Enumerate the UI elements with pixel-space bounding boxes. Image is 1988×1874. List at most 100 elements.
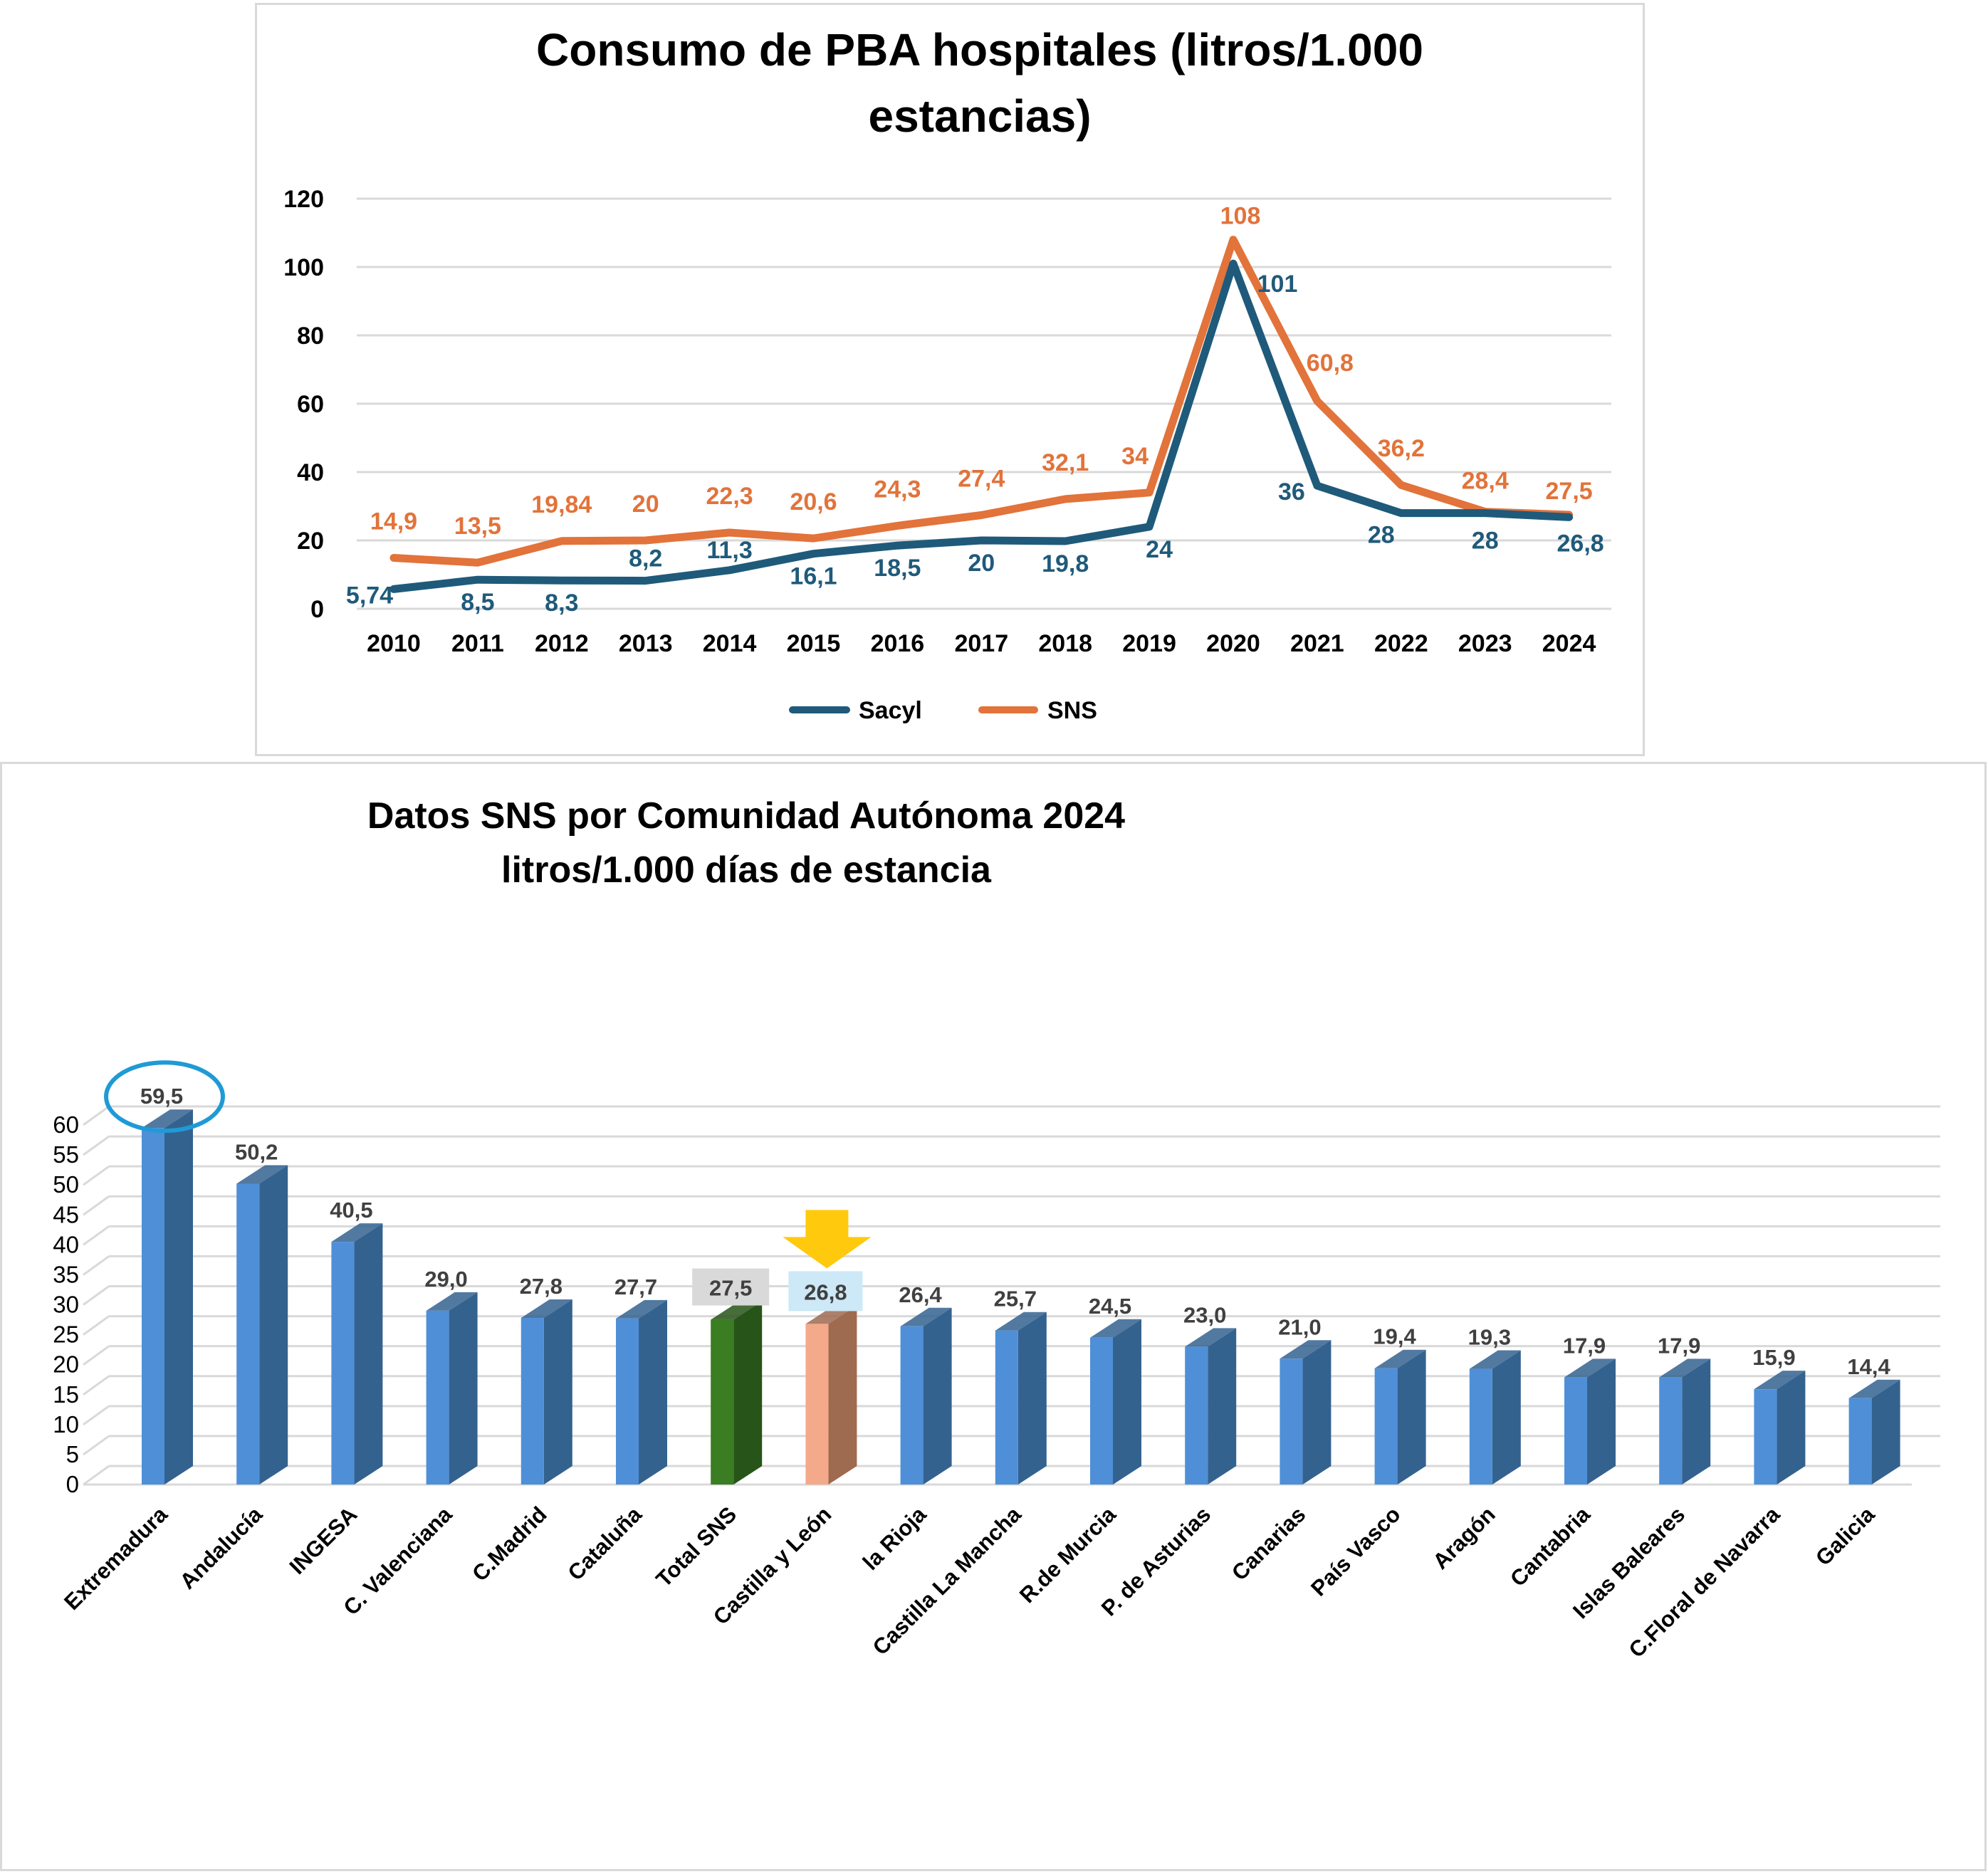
gridline-depth — [83, 1255, 110, 1276]
bar-top — [900, 1307, 952, 1326]
bar-c-valenciana — [426, 1292, 478, 1485]
bar-front — [1374, 1368, 1398, 1485]
y-tick-label: 45 — [53, 1201, 79, 1227]
bar-chart-panel: Datos SNS por Comunidad Autónoma 2024 li… — [0, 762, 1987, 1871]
bar-chart-y-axis: 0 5 10 15 20 25 30 35 40 45 50 55 60 — [53, 1111, 79, 1497]
bar-front — [1564, 1377, 1587, 1485]
bar-side — [1113, 1319, 1141, 1485]
data-label-sacyl: 8,2 — [629, 545, 662, 572]
bar-side — [733, 1301, 763, 1485]
bar-islas-baleares — [1659, 1359, 1711, 1485]
data-label-sacyl: 24 — [1146, 536, 1173, 563]
bar-value-label: 17,9 — [1658, 1333, 1700, 1358]
bar-side — [449, 1292, 478, 1485]
gridline-depth — [83, 1465, 110, 1486]
bar-front — [995, 1330, 1018, 1485]
bar-top — [995, 1312, 1047, 1331]
y-tick-label: 40 — [297, 459, 324, 486]
legend-label-sns: SNS — [1047, 697, 1097, 724]
bar-value-label: 27,7 — [614, 1274, 657, 1299]
y-tick-label: 0 — [66, 1471, 79, 1497]
bar-chart-title-line-2: litros/1.000 días de estancia — [501, 849, 992, 891]
bar-value-label: 27,8 — [520, 1274, 563, 1299]
bar-top — [1185, 1328, 1237, 1347]
data-label-sacyl: 28 — [1472, 528, 1499, 555]
bar-top — [1564, 1359, 1616, 1378]
series-line-sacyl — [389, 259, 1574, 593]
bar-front — [520, 1318, 544, 1485]
bar-side — [259, 1165, 288, 1485]
x-tick-label: 2019 — [1122, 630, 1176, 657]
y-tick-label: 15 — [53, 1381, 79, 1408]
bar-front — [711, 1319, 734, 1485]
category-label: R.de Murcia — [1015, 1502, 1121, 1608]
data-label-sns: 28,4 — [1462, 468, 1509, 495]
category-label: Andalucía — [175, 1502, 268, 1594]
total-sns-label-box — [692, 1268, 770, 1306]
bar-front — [1090, 1337, 1113, 1485]
bar-value-label: 15,9 — [1752, 1345, 1795, 1370]
category-label: País Vasco — [1306, 1502, 1405, 1601]
bar-front — [1469, 1368, 1492, 1485]
bar-total-sns — [711, 1301, 763, 1485]
bar-top — [711, 1301, 763, 1320]
bar-side — [923, 1307, 952, 1485]
x-tick-label: 2022 — [1374, 630, 1428, 657]
data-label-sns: 34 — [1121, 443, 1149, 470]
y-tick-label: 80 — [297, 323, 324, 350]
gridline-depth — [83, 1315, 110, 1336]
bar-top — [1280, 1340, 1332, 1359]
data-label-sacyl: 18,5 — [874, 555, 921, 582]
bar-chart-annotations — [104, 1060, 872, 1312]
x-tick-label: 2017 — [954, 630, 1008, 657]
y-tick-label: 20 — [53, 1351, 79, 1378]
gridline-depth — [83, 1285, 110, 1306]
bar-p-de-asturias — [1185, 1328, 1237, 1485]
y-tick-label: 50 — [53, 1171, 79, 1198]
x-tick-label: 2020 — [1206, 630, 1260, 657]
series-line-sns — [389, 236, 1574, 567]
x-tick-label: 2015 — [787, 630, 841, 657]
bar-pa-s-vasco — [1374, 1349, 1426, 1485]
category-label: Cantabria — [1505, 1502, 1595, 1591]
highlight-arrow — [783, 1210, 872, 1269]
bar-side — [164, 1109, 193, 1485]
bar-value-label: 19,3 — [1468, 1325, 1511, 1350]
bar-top — [1754, 1371, 1806, 1390]
x-tick-label: 2024 — [1542, 630, 1596, 657]
gridline-depth — [83, 1105, 110, 1126]
y-tick-label: 30 — [53, 1292, 79, 1318]
gridline-depth — [83, 1405, 110, 1426]
category-label: Canarias — [1227, 1502, 1310, 1585]
data-label-sns: 24,3 — [874, 476, 921, 503]
bar-chart-bars — [142, 1109, 1900, 1485]
bar-cantabria — [1564, 1359, 1616, 1485]
bar-chart-value-labels: 59,5 50,2 40,5 29,0 27,8 27,7 27,5 26,8 26,4 25,7… — [140, 1084, 1891, 1379]
line-chart-title-line-2: estancias) — [868, 90, 1091, 142]
bar-value-label: 19,4 — [1373, 1324, 1416, 1349]
bar-ingesa — [331, 1223, 383, 1485]
bar-andaluc-a — [236, 1165, 288, 1485]
bar-side — [1492, 1350, 1521, 1485]
bar-top — [426, 1292, 478, 1311]
y-tick-label: 0 — [310, 596, 324, 623]
bar-side — [828, 1305, 857, 1485]
bar-top — [236, 1165, 288, 1184]
bar-value-label: 14,4 — [1847, 1354, 1890, 1379]
bar-top — [616, 1299, 667, 1319]
data-label-sns: 108 — [1220, 203, 1261, 230]
gridline-depth — [83, 1225, 110, 1246]
data-label-sns: 27,4 — [958, 465, 1005, 492]
category-label: la Rioja — [858, 1502, 931, 1575]
castilla-leon-label-box — [788, 1271, 863, 1312]
bar-value-label: 40,5 — [330, 1198, 372, 1223]
line-chart-series — [389, 236, 1574, 593]
bar-side — [1302, 1340, 1332, 1485]
y-tick-label: 120 — [283, 186, 324, 213]
data-label-sns: 20,6 — [790, 488, 837, 515]
bar-side — [1871, 1379, 1900, 1485]
bar-front — [236, 1183, 260, 1485]
gridline-depth — [83, 1435, 110, 1456]
data-label-sacyl: 5,74 — [346, 582, 393, 609]
